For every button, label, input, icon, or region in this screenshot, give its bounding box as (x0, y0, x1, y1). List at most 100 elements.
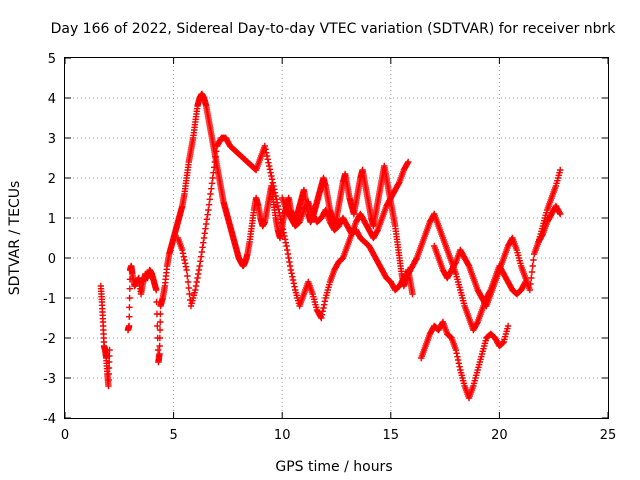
x-tick-label: 0 (61, 428, 69, 443)
data-point (194, 274, 201, 282)
data-point (320, 304, 327, 312)
data-point (272, 192, 279, 200)
data-point (289, 276, 297, 284)
data-point (284, 246, 291, 254)
data-point (197, 258, 204, 265)
data-point (126, 313, 133, 320)
data-point (204, 211, 211, 218)
data-point (409, 290, 416, 298)
data-point (202, 225, 209, 232)
data-point (404, 160, 411, 167)
data-point (186, 290, 193, 298)
data-point (197, 253, 205, 260)
data-point (182, 263, 190, 270)
data-point (208, 185, 215, 192)
data-point (184, 278, 192, 286)
data-point (288, 270, 295, 277)
data-point (286, 258, 293, 266)
data-point (278, 219, 285, 226)
data-point (273, 196, 280, 203)
data-point (200, 234, 208, 242)
y-tick-label: -2 (43, 332, 56, 347)
data-point (286, 262, 294, 270)
data-point (284, 250, 292, 258)
data-point (264, 156, 271, 163)
data-point (280, 229, 287, 236)
data-point (465, 261, 472, 268)
x-tick-label: 10 (274, 428, 291, 443)
data-point (105, 382, 112, 390)
series-track-a (97, 282, 113, 390)
data-point (454, 356, 462, 364)
data-point (203, 216, 211, 223)
data-point (201, 230, 208, 237)
data-point (557, 166, 564, 174)
data-point (279, 226, 287, 233)
data-point (320, 301, 328, 308)
data-point (183, 266, 190, 274)
data-point (262, 146, 269, 153)
data-point (196, 262, 203, 270)
data-point (266, 166, 274, 173)
data-point (528, 268, 536, 276)
data-point (207, 190, 214, 198)
data-point (412, 256, 420, 263)
data-point (291, 283, 298, 290)
data-point (185, 284, 193, 292)
data-point (199, 244, 206, 251)
data-point (287, 266, 295, 274)
data-point (192, 286, 199, 294)
data-point (156, 334, 164, 342)
data-point (556, 209, 563, 216)
x-tick-label: 15 (383, 428, 400, 443)
data-point (274, 202, 282, 210)
data-point (180, 253, 187, 260)
data-point (453, 350, 460, 357)
data-point (282, 239, 290, 246)
data-point (526, 286, 534, 294)
data-point (557, 210, 564, 218)
grid-lines (65, 58, 608, 418)
x-tick-label: 5 (169, 428, 177, 443)
data-point (319, 308, 326, 315)
data-point (538, 232, 546, 239)
data-point (195, 270, 202, 278)
data-point (265, 162, 273, 170)
series-track-g (535, 202, 564, 246)
data-point (192, 282, 200, 290)
data-point (321, 298, 329, 305)
y-tick-label: 3 (48, 132, 56, 147)
data-point (105, 370, 113, 378)
data-point (277, 216, 284, 223)
y-tick-label: -1 (43, 292, 56, 307)
data-point (156, 342, 163, 350)
data-point (126, 285, 133, 292)
data-point (269, 179, 276, 186)
data-point (105, 376, 112, 384)
y-tick-label: 4 (48, 92, 56, 107)
data-point (154, 346, 162, 354)
data-point (209, 174, 216, 182)
data-point (268, 172, 275, 180)
data-point (281, 232, 288, 240)
data-point (455, 360, 463, 367)
data-point (268, 176, 276, 183)
series-track-e (418, 318, 512, 402)
data-point (454, 353, 461, 360)
data-point (205, 206, 212, 214)
data-point (273, 199, 281, 206)
data-point (179, 246, 186, 254)
data-point (456, 363, 463, 370)
data-point (157, 310, 164, 318)
data-point (106, 346, 113, 354)
data-point (290, 280, 297, 287)
data-point (212, 153, 219, 160)
data-point (373, 228, 381, 235)
data-point (195, 266, 203, 274)
data-point (200, 239, 207, 246)
data-point (318, 311, 326, 318)
data-point (205, 201, 213, 208)
data-points (97, 90, 564, 402)
data-point (125, 322, 133, 330)
